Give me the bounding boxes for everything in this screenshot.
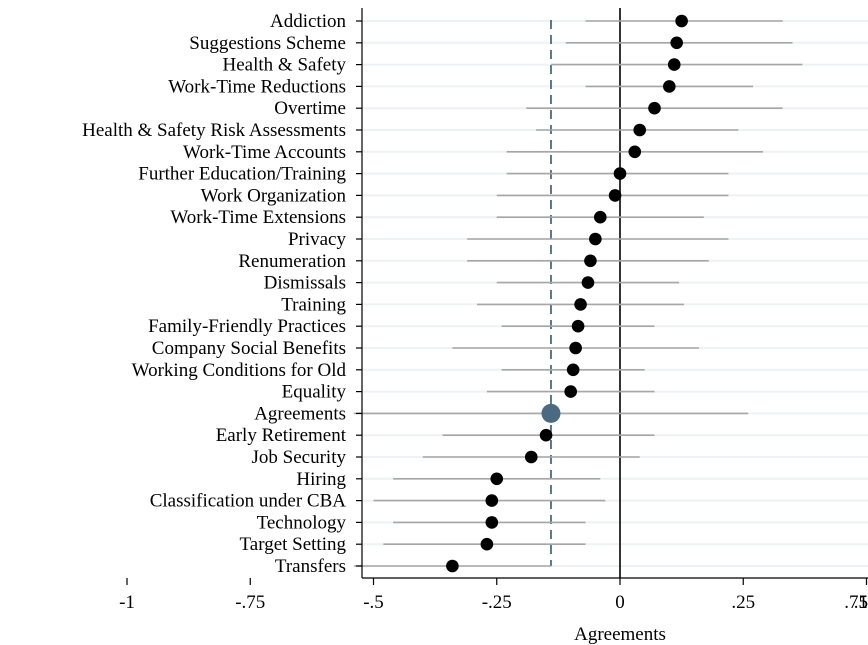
x-tick-label: .25 — [731, 592, 755, 613]
point-estimate — [569, 341, 582, 355]
point-estimate — [485, 494, 499, 507]
y-tick-label: Agreements — [254, 403, 346, 424]
y-tick-label: Health & Safety Risk Assessments — [82, 120, 346, 141]
y-tick-label: Further Education/Training — [138, 164, 346, 185]
point-estimate — [446, 559, 459, 573]
point-estimate-highlight — [541, 403, 561, 423]
y-tick-label: Overtime — [274, 98, 346, 119]
point-estimate — [593, 210, 607, 224]
y-tick-label: Job Security — [252, 447, 347, 468]
y-tick-label: Dismissals — [264, 273, 346, 294]
point-estimate — [648, 101, 661, 115]
y-tick-label: Work-Time Extensions — [170, 207, 346, 228]
y-tick-label: Transfers — [275, 556, 346, 577]
point-estimate — [574, 298, 587, 311]
point-estimate — [608, 189, 622, 202]
point-estimate — [524, 450, 538, 464]
y-tick-label: Work-Time Reductions — [168, 76, 346, 97]
y-tick-label: Renumeration — [238, 251, 346, 272]
point-estimate — [480, 537, 494, 551]
point-estimate — [485, 516, 499, 529]
y-tick-label: Work-Time Accounts — [183, 142, 346, 163]
x-axis-title: Agreements — [574, 624, 666, 645]
point-estimate — [670, 36, 683, 50]
x-tick-label: .75 — [844, 592, 868, 613]
point-estimate — [564, 385, 577, 398]
y-tick-label: Target Setting — [240, 534, 347, 555]
x-tick-label: -.5 — [363, 592, 384, 613]
point-estimate — [663, 80, 676, 93]
x-tick-label: 1 — [859, 592, 868, 613]
x-tick-label: -.75 — [235, 592, 265, 613]
x-axis: -1 -.75 -.5 -.25 0 .25 .5.751 — [119, 577, 868, 613]
point-estimate — [584, 254, 597, 268]
y-tick-label: Health & Safety — [223, 55, 347, 76]
y-tick-label: Family-Friendly Practices — [148, 316, 346, 337]
point-estimate — [581, 276, 595, 289]
point-estimate — [613, 167, 627, 180]
y-tick-label: Suggestions Scheme — [189, 33, 346, 54]
y-tick-label: Classification under CBA — [150, 491, 347, 512]
y-tick-label: Early Retirement — [216, 425, 347, 446]
y-tick-label: Technology — [257, 512, 347, 533]
point-estimate — [566, 363, 580, 377]
y-tick-label: Hiring — [296, 469, 346, 490]
reference-lines — [550, 8, 621, 578]
y-tick-label: Company Social Benefits — [152, 338, 346, 359]
y-tick-label: Equality — [282, 382, 347, 403]
point-estimate — [628, 145, 642, 159]
x-tick-label: -1 — [119, 592, 135, 613]
point-estimate — [589, 232, 602, 246]
x-tick-label: 0 — [615, 592, 625, 613]
point-estimate — [539, 428, 553, 442]
point-estimate — [667, 58, 681, 71]
y-tick-label: Addiction — [270, 11, 346, 32]
y-tick-label: Work Organization — [201, 185, 347, 206]
y-tick-label: Privacy — [288, 229, 347, 250]
point-estimate — [675, 14, 688, 28]
point-estimate — [571, 319, 585, 333]
point-estimates — [446, 14, 688, 573]
x-tick-label: .5 — [854, 592, 868, 613]
y-tick-label: Working Conditions for Old — [132, 360, 347, 381]
point-estimate — [490, 472, 504, 486]
y-tick-label: Training — [281, 294, 346, 315]
point-estimate — [633, 123, 647, 137]
x-tick-label: -.25 — [482, 592, 512, 613]
